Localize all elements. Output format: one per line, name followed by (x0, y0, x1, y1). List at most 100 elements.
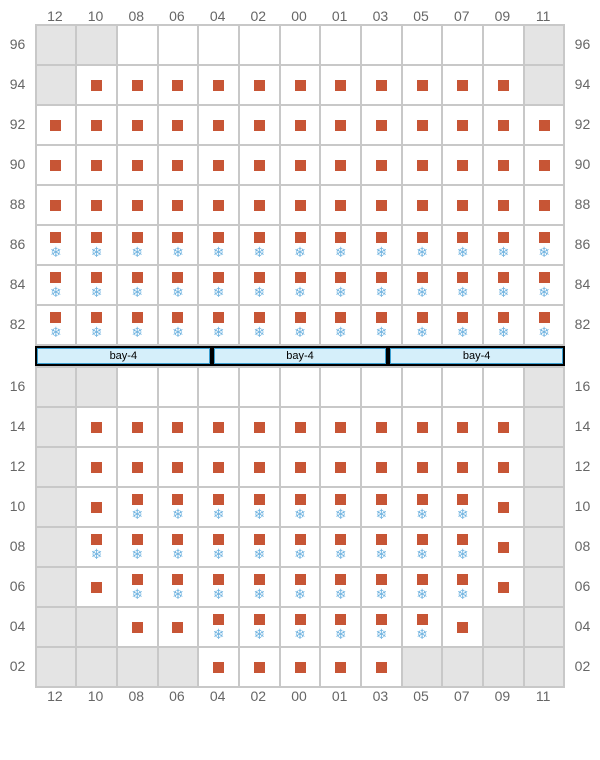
stowage-cell[interactable] (402, 647, 443, 687)
stowage-cell[interactable] (402, 65, 443, 105)
stowage-cell[interactable] (198, 25, 239, 65)
stowage-cell[interactable] (280, 65, 321, 105)
stowage-cell[interactable] (36, 527, 77, 567)
stowage-cell[interactable]: ❄ (198, 305, 239, 345)
stowage-cell[interactable] (402, 25, 443, 65)
stowage-cell[interactable] (36, 145, 77, 185)
stowage-cell[interactable]: ❄ (117, 305, 158, 345)
stowage-cell[interactable]: ❄ (239, 487, 280, 527)
stowage-cell[interactable]: ❄ (402, 527, 443, 567)
stowage-cell[interactable] (524, 647, 565, 687)
stowage-cell[interactable] (402, 185, 443, 225)
stowage-cell[interactable]: ❄ (402, 305, 443, 345)
stowage-cell[interactable]: ❄ (280, 265, 321, 305)
stowage-cell[interactable] (524, 447, 565, 487)
stowage-cell[interactable] (36, 447, 77, 487)
stowage-cell[interactable] (280, 407, 321, 447)
stowage-cell[interactable] (198, 185, 239, 225)
stowage-cell[interactable] (483, 647, 524, 687)
stowage-cell[interactable]: ❄ (280, 607, 321, 647)
stowage-cell[interactable] (280, 367, 321, 407)
stowage-cell[interactable] (483, 145, 524, 185)
stowage-cell[interactable] (76, 567, 117, 607)
stowage-cell[interactable] (402, 447, 443, 487)
stowage-cell[interactable]: ❄ (402, 567, 443, 607)
stowage-cell[interactable] (524, 65, 565, 105)
stowage-cell[interactable]: ❄ (158, 265, 199, 305)
stowage-cell[interactable]: ❄ (117, 265, 158, 305)
stowage-cell[interactable] (442, 367, 483, 407)
stowage-cell[interactable]: ❄ (198, 607, 239, 647)
hatch-cover[interactable]: bay-4 (390, 348, 563, 364)
stowage-cell[interactable] (239, 407, 280, 447)
stowage-cell[interactable]: ❄ (483, 305, 524, 345)
stowage-cell[interactable]: ❄ (442, 265, 483, 305)
stowage-cell[interactable] (361, 647, 402, 687)
stowage-cell[interactable]: ❄ (239, 607, 280, 647)
stowage-cell[interactable] (76, 647, 117, 687)
stowage-cell[interactable] (76, 607, 117, 647)
stowage-cell[interactable] (280, 105, 321, 145)
stowage-cell[interactable]: ❄ (361, 567, 402, 607)
stowage-cell[interactable] (36, 25, 77, 65)
stowage-cell[interactable] (442, 407, 483, 447)
stowage-cell[interactable]: ❄ (361, 607, 402, 647)
stowage-cell[interactable] (36, 65, 77, 105)
stowage-cell[interactable] (524, 185, 565, 225)
stowage-cell[interactable] (117, 145, 158, 185)
stowage-cell[interactable]: ❄ (198, 567, 239, 607)
stowage-cell[interactable] (76, 487, 117, 527)
stowage-cell[interactable]: ❄ (198, 265, 239, 305)
stowage-cell[interactable] (402, 367, 443, 407)
stowage-cell[interactable] (483, 407, 524, 447)
stowage-cell[interactable]: ❄ (320, 225, 361, 265)
stowage-cell[interactable]: ❄ (76, 305, 117, 345)
stowage-cell[interactable]: ❄ (117, 225, 158, 265)
stowage-cell[interactable] (36, 647, 77, 687)
stowage-cell[interactable]: ❄ (117, 567, 158, 607)
stowage-cell[interactable]: ❄ (524, 265, 565, 305)
stowage-cell[interactable] (158, 25, 199, 65)
stowage-cell[interactable] (158, 447, 199, 487)
stowage-cell[interactable]: ❄ (320, 567, 361, 607)
stowage-cell[interactable] (198, 407, 239, 447)
stowage-cell[interactable] (198, 105, 239, 145)
stowage-cell[interactable] (320, 647, 361, 687)
stowage-cell[interactable] (524, 487, 565, 527)
hatch-cover[interactable]: bay-4 (214, 348, 387, 364)
stowage-cell[interactable] (320, 367, 361, 407)
stowage-cell[interactable] (117, 367, 158, 407)
stowage-cell[interactable]: ❄ (442, 305, 483, 345)
stowage-cell[interactable] (442, 105, 483, 145)
stowage-cell[interactable] (483, 367, 524, 407)
stowage-cell[interactable] (76, 25, 117, 65)
stowage-cell[interactable] (280, 447, 321, 487)
stowage-cell[interactable] (361, 447, 402, 487)
stowage-cell[interactable] (239, 65, 280, 105)
stowage-cell[interactable] (198, 145, 239, 185)
stowage-cell[interactable]: ❄ (442, 487, 483, 527)
stowage-cell[interactable]: ❄ (483, 265, 524, 305)
stowage-cell[interactable] (117, 447, 158, 487)
stowage-cell[interactable] (158, 105, 199, 145)
stowage-cell[interactable] (483, 447, 524, 487)
hatch-cover[interactable]: bay-4 (37, 348, 210, 364)
stowage-cell[interactable] (280, 25, 321, 65)
stowage-cell[interactable] (320, 407, 361, 447)
stowage-cell[interactable] (320, 25, 361, 65)
stowage-cell[interactable] (320, 145, 361, 185)
stowage-cell[interactable] (361, 65, 402, 105)
stowage-cell[interactable] (198, 65, 239, 105)
stowage-cell[interactable] (198, 367, 239, 407)
stowage-cell[interactable] (483, 487, 524, 527)
stowage-cell[interactable] (36, 105, 77, 145)
stowage-cell[interactable] (280, 185, 321, 225)
stowage-cell[interactable] (239, 105, 280, 145)
stowage-cell[interactable]: ❄ (158, 567, 199, 607)
stowage-cell[interactable]: ❄ (36, 225, 77, 265)
stowage-cell[interactable]: ❄ (117, 527, 158, 567)
stowage-cell[interactable] (36, 607, 77, 647)
stowage-cell[interactable] (117, 607, 158, 647)
stowage-cell[interactable]: ❄ (158, 487, 199, 527)
stowage-cell[interactable] (239, 447, 280, 487)
